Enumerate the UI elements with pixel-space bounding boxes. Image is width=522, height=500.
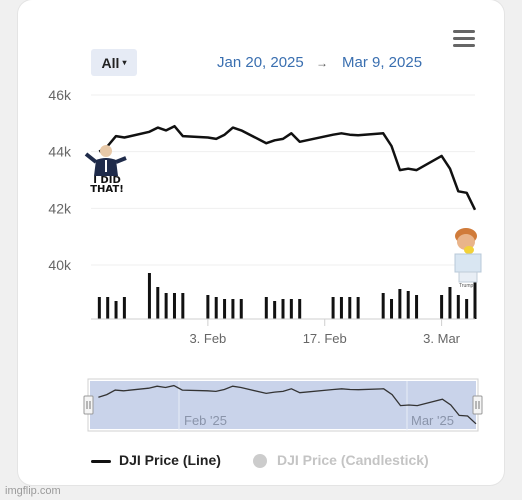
- volume-bar: [348, 297, 352, 319]
- volume-bar: [456, 295, 460, 319]
- figure-sticker-left: I DID THAT!: [80, 140, 132, 200]
- sticker-caption: Trump: [459, 283, 474, 289]
- volume-bar: [331, 297, 335, 319]
- person-icon: [454, 228, 482, 283]
- volume-bar: [164, 293, 168, 319]
- volume-bar: [122, 297, 126, 319]
- navigator-handle-right[interactable]: [472, 395, 483, 415]
- volume-bar: [415, 295, 419, 319]
- y-tick-label: 44k: [48, 144, 72, 160]
- volume-bar: [289, 299, 293, 319]
- volume-bar: [473, 259, 477, 319]
- volume-bar: [398, 289, 402, 319]
- hamburger-icon[interactable]: [453, 30, 475, 47]
- volume-bar: [97, 297, 101, 319]
- volume-bar: [206, 295, 210, 319]
- volume-bar: [214, 297, 218, 319]
- navigator-line: [98, 384, 477, 425]
- volume-bar: [181, 293, 185, 319]
- y-tick-label: 40k: [48, 257, 72, 273]
- sticker-caption-bottom: THAT!: [90, 184, 124, 195]
- volume-bar: [264, 297, 268, 319]
- volume-bar: [448, 287, 452, 319]
- navigator-handle-left[interactable]: [83, 395, 94, 415]
- legend-line-symbol: [91, 460, 111, 463]
- figure-sticker-right: Trump: [441, 222, 495, 292]
- range-selector-button[interactable]: All ▾: [91, 49, 137, 76]
- volume-bar: [156, 287, 160, 319]
- chevron-down-icon: ▾: [122, 58, 127, 67]
- legend-label-line: DJI Price (Line): [119, 452, 221, 468]
- range-selector-label: All: [101, 54, 120, 71]
- y-tick-label: 42k: [48, 200, 72, 216]
- volume-bar: [406, 291, 410, 319]
- watermark: imgflip.com: [5, 485, 61, 497]
- volume-bar: [273, 301, 277, 319]
- volume-bar: [281, 299, 285, 319]
- end-date[interactable]: Mar 9, 2025: [342, 54, 423, 71]
- volume-bar: [381, 293, 385, 319]
- volume-bar: [114, 301, 118, 319]
- navigator-tick-label: Mar '25: [411, 413, 454, 428]
- volume-bar: [239, 299, 243, 319]
- volume-bar: [298, 299, 302, 319]
- x-tick-label: 3. Feb: [189, 331, 226, 346]
- volume-bar: [465, 299, 469, 319]
- volume-bar: [106, 297, 110, 319]
- legend-dot-symbol: [253, 454, 267, 468]
- volume-bar: [390, 299, 394, 319]
- legend-label-candlestick: DJI Price (Candlestick): [277, 452, 429, 468]
- volume-bar: [147, 273, 151, 319]
- navigator-tick-label: Feb '25: [184, 413, 227, 428]
- volume-bar: [223, 299, 227, 319]
- volume-bar: [339, 297, 343, 319]
- person-icon: [84, 145, 127, 176]
- sticker-caption-top: I DID: [93, 175, 121, 186]
- volume-bar: [172, 293, 176, 319]
- y-tick-label: 46k: [48, 87, 72, 103]
- x-tick-label: 17. Feb: [303, 331, 347, 346]
- price-line: [98, 124, 477, 211]
- volume-bar: [231, 299, 235, 319]
- arrow-right-icon: →: [316, 56, 328, 70]
- start-date[interactable]: Jan 20, 2025: [217, 54, 304, 71]
- volume-bar: [440, 295, 444, 319]
- x-tick-label: 3. Mar: [423, 331, 461, 346]
- volume-bar: [356, 297, 360, 319]
